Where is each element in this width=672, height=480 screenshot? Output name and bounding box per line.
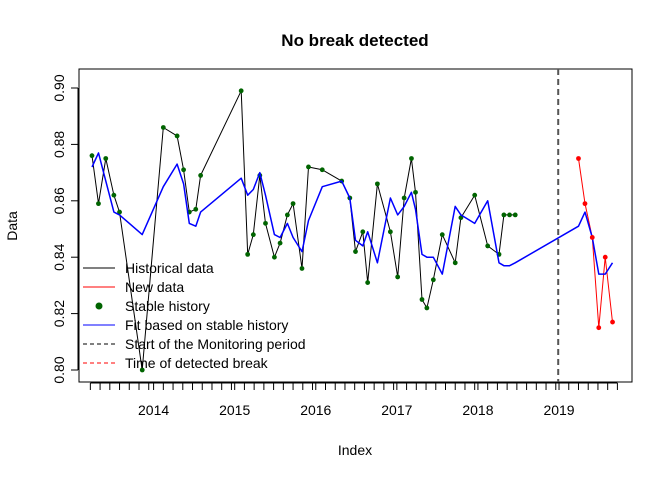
legend-label-time-of-detected-break: Time of detected break — [125, 355, 269, 371]
data-point-stable-history — [250, 232, 256, 238]
y-tick-label: 0.90 — [51, 74, 67, 101]
y-tick-label: 0.86 — [51, 187, 67, 214]
data-point-stable-history — [430, 277, 436, 283]
data-point-stable-history — [306, 164, 311, 170]
data-point-stable-history — [395, 274, 401, 280]
x-tick-label: 2018 — [462, 402, 493, 418]
data-point-stable-history — [193, 206, 199, 212]
data-point-stable-history — [365, 280, 371, 285]
data-point-stable-history — [439, 232, 445, 238]
data-point-stable-history — [413, 189, 418, 195]
series-line-new-data — [578, 158, 613, 329]
data-point-stable-history — [117, 209, 122, 215]
legend-label-historical-data: Historical data — [125, 260, 214, 276]
y-tick-label: 0.82 — [51, 300, 67, 327]
data-point-stable-history — [512, 212, 518, 218]
data-point-new-data — [610, 319, 615, 325]
data-point-stable-history — [96, 201, 101, 207]
data-point-stable-history — [198, 173, 204, 178]
data-point-stable-history — [501, 212, 507, 218]
x-tick-label: 2015 — [219, 402, 250, 418]
data-point-stable-history — [272, 254, 277, 260]
x-axis: 2014 2015 2016 2017 2018 2019 — [89, 382, 618, 418]
data-point-stable-history — [387, 229, 393, 235]
data-point-new-data — [582, 201, 588, 207]
x-tick-label: 2014 — [138, 402, 169, 418]
legend-symbol-stable-history — [95, 302, 103, 310]
series-line-fit-based-on-stable-history — [91, 152, 614, 275]
data-point-stable-history — [181, 167, 186, 173]
data-point-new-data — [576, 156, 581, 161]
data-point-stable-history — [419, 297, 425, 302]
data-point-stable-history — [360, 229, 366, 235]
data-point-stable-history — [353, 249, 358, 254]
data-point-new-data — [589, 235, 595, 240]
data-point-stable-history — [89, 153, 95, 159]
data-point-new-data — [602, 254, 608, 260]
x-tick-label: 2016 — [300, 402, 331, 418]
data-point-stable-history — [299, 266, 305, 271]
x-tick-label: 2017 — [381, 402, 412, 418]
data-point-stable-history — [290, 201, 296, 207]
y-tick-label: 0.88 — [51, 131, 67, 158]
data-point-stable-history — [507, 212, 512, 218]
data-point-stable-history — [284, 212, 290, 218]
data-point-stable-history — [139, 367, 145, 373]
y-axis: 0.80 0.82 0.84 0.86 0.88 0.90 — [51, 74, 79, 384]
x-axis-title: Index — [338, 442, 372, 458]
data-point-stable-history — [277, 240, 283, 246]
legend-label-fit-based-on-stable-history: Fit based on stable history — [125, 317, 288, 333]
data-point-stable-history — [409, 156, 414, 161]
data-point-stable-history — [374, 181, 380, 187]
data-point-stable-history — [424, 305, 430, 311]
data-point-stable-history — [472, 192, 478, 198]
legend-label-stable-history: Stable history — [125, 298, 210, 314]
legend: Historical data New data Stable history Fit… — [83, 260, 306, 371]
data-point-stable-history — [485, 243, 491, 249]
legend-label-new-data: New data — [125, 279, 184, 295]
y-axis-title: Data — [4, 211, 20, 241]
data-point-stable-history — [103, 156, 109, 161]
data-point-stable-history — [238, 88, 244, 94]
data-point-stable-history — [452, 260, 458, 266]
chart-title: No break detected — [281, 31, 428, 50]
legend-label-start-of-the-monitoring-period: Start of the Monitoring period — [125, 336, 306, 352]
y-tick-label: 0.84 — [51, 243, 67, 270]
data-point-stable-history — [401, 195, 407, 201]
y-tick-label: 0.80 — [51, 356, 67, 383]
x-tick-label: 2019 — [543, 402, 574, 418]
data-point-stable-history — [111, 192, 117, 198]
plot-frame — [78, 68, 633, 383]
data-point-stable-history — [263, 220, 268, 226]
data-point-stable-history — [319, 167, 325, 173]
data-point-stable-history — [160, 125, 166, 130]
data-point-stable-history — [245, 251, 251, 257]
data-point-new-data — [596, 325, 602, 331]
plot-area — [89, 69, 615, 382]
data-point-stable-history — [174, 133, 180, 139]
